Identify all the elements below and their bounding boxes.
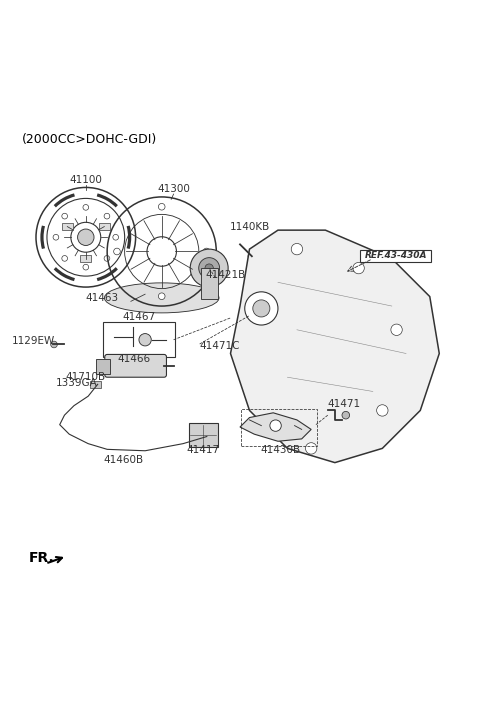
Circle shape xyxy=(83,204,89,210)
Circle shape xyxy=(245,292,278,325)
FancyBboxPatch shape xyxy=(189,423,218,448)
Circle shape xyxy=(114,248,120,255)
Circle shape xyxy=(62,214,68,219)
Text: 41710B: 41710B xyxy=(66,372,106,382)
Text: 1140KB: 1140KB xyxy=(229,222,270,232)
Circle shape xyxy=(190,249,228,287)
FancyBboxPatch shape xyxy=(105,354,167,378)
Circle shape xyxy=(353,262,364,274)
Circle shape xyxy=(203,248,210,255)
Text: 1129EW: 1129EW xyxy=(12,336,55,346)
FancyBboxPatch shape xyxy=(96,358,109,374)
Circle shape xyxy=(291,243,302,255)
Circle shape xyxy=(248,252,256,260)
Circle shape xyxy=(158,293,165,300)
Circle shape xyxy=(53,235,59,240)
Circle shape xyxy=(205,264,213,272)
Text: 41471: 41471 xyxy=(328,399,361,409)
Text: 41460B: 41460B xyxy=(104,455,144,464)
Text: REF.43-430A: REF.43-430A xyxy=(364,251,427,260)
Circle shape xyxy=(253,300,270,317)
Circle shape xyxy=(391,324,402,335)
Circle shape xyxy=(78,229,94,245)
Circle shape xyxy=(139,334,151,346)
Polygon shape xyxy=(240,413,311,441)
FancyBboxPatch shape xyxy=(98,223,110,230)
Ellipse shape xyxy=(105,283,219,313)
Text: 41300: 41300 xyxy=(157,185,190,194)
Circle shape xyxy=(51,341,57,348)
Text: 41463: 41463 xyxy=(86,293,119,303)
FancyBboxPatch shape xyxy=(360,250,431,262)
Text: (2000CC>DOHC-GDI): (2000CC>DOHC-GDI) xyxy=(22,133,157,146)
Circle shape xyxy=(83,264,89,270)
Text: FR.: FR. xyxy=(29,551,55,566)
Circle shape xyxy=(270,420,281,431)
Circle shape xyxy=(113,235,119,240)
Circle shape xyxy=(104,255,110,262)
Text: 41467: 41467 xyxy=(122,312,156,322)
Text: 41100: 41100 xyxy=(70,175,102,185)
Text: 1339GA: 1339GA xyxy=(56,378,97,387)
Text: 41417: 41417 xyxy=(186,445,219,455)
FancyBboxPatch shape xyxy=(103,322,175,357)
FancyBboxPatch shape xyxy=(201,268,218,299)
Text: 41421B: 41421B xyxy=(205,269,246,279)
Circle shape xyxy=(342,411,349,419)
Circle shape xyxy=(199,257,219,279)
FancyBboxPatch shape xyxy=(90,380,101,388)
FancyBboxPatch shape xyxy=(80,255,92,262)
Circle shape xyxy=(203,433,211,440)
Circle shape xyxy=(305,443,317,454)
Circle shape xyxy=(377,404,388,416)
Polygon shape xyxy=(230,230,439,462)
FancyBboxPatch shape xyxy=(61,223,73,230)
Circle shape xyxy=(104,214,110,219)
Circle shape xyxy=(158,204,165,210)
Text: 41430B: 41430B xyxy=(260,445,300,455)
Text: 41471C: 41471C xyxy=(200,341,240,351)
Circle shape xyxy=(62,255,68,262)
Text: 41466: 41466 xyxy=(118,354,151,363)
